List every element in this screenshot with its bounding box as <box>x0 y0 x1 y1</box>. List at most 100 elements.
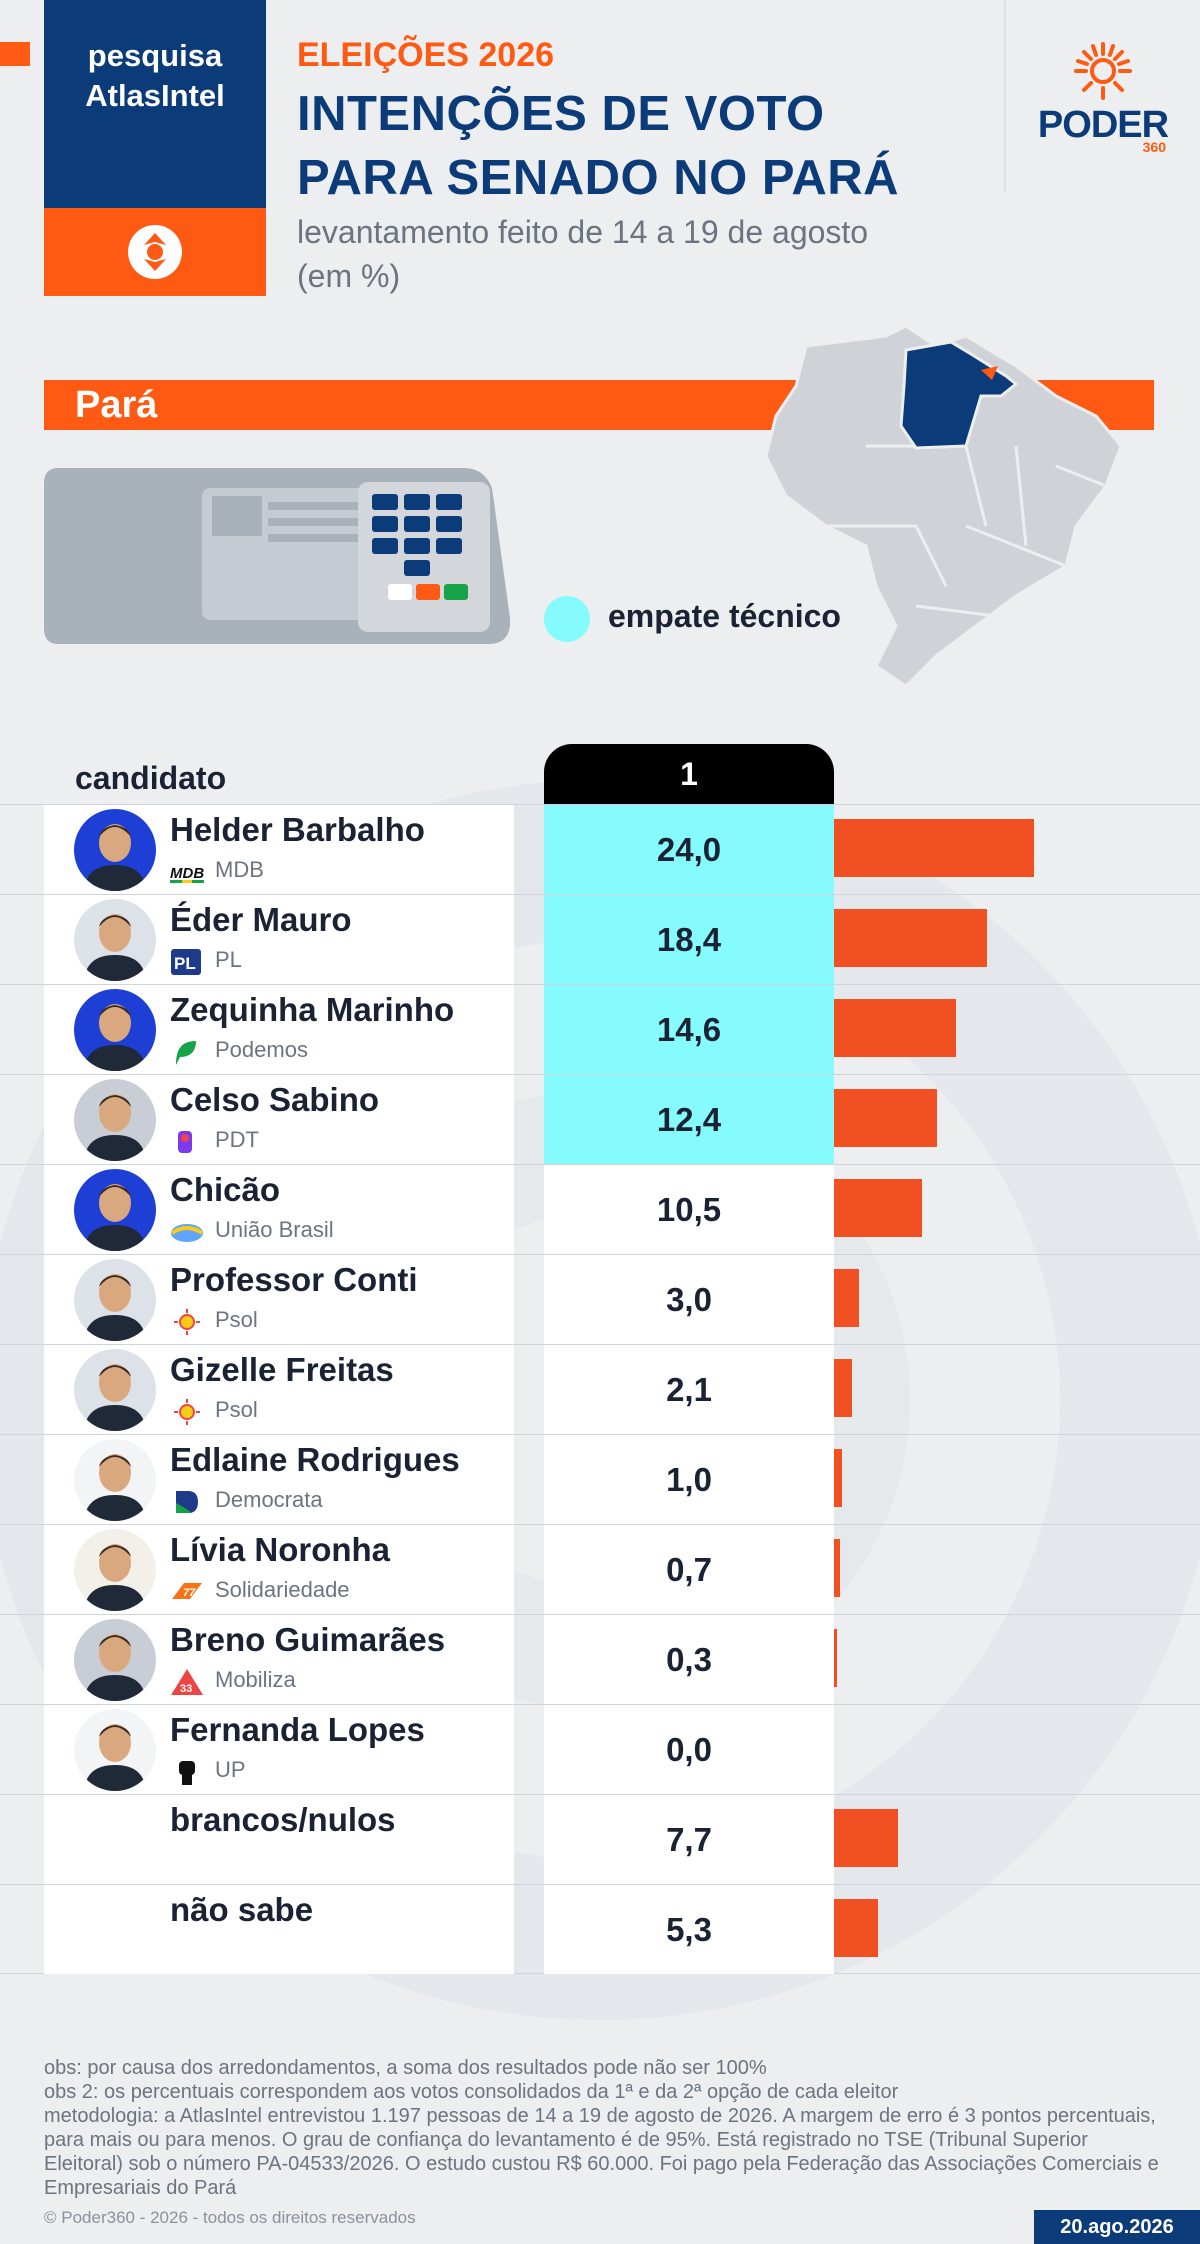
value-cell <box>544 1165 834 1254</box>
candidate-name: Edlaine Rodrigues <box>170 1441 460 1478</box>
note-obs2: obs 2: os percentuais correspondem aos v… <box>44 2081 899 2103</box>
date-badge: 20.ago.2026 <box>1034 2210 1200 2244</box>
avatar <box>74 899 156 981</box>
data-label: 18,4 <box>656 921 722 958</box>
table-row: Edlaine Rodrigues Democrata 1,0 <box>0 1434 1200 1524</box>
data-label: 0,3 <box>666 1641 712 1678</box>
democrata-logo-icon <box>170 1489 204 1515</box>
tie-legend-swatch <box>544 596 590 642</box>
table-row: Gizelle Freitas Psol 2,1 <box>0 1344 1200 1434</box>
table-row: Professor Conti Psol 3,0 <box>0 1254 1200 1344</box>
party-label: Mobiliza <box>215 1667 296 1692</box>
table-row: Celso Sabino PDT 12,4 <box>0 1074 1200 1164</box>
value-cell <box>544 1795 834 1884</box>
candidate-name: Chicão <box>170 1171 281 1208</box>
tie-legend-label: empate técnico <box>608 598 841 634</box>
value-cell <box>544 1615 834 1704</box>
mdb-logo-icon: MDB <box>170 859 204 885</box>
party-label: PDT <box>215 1127 259 1152</box>
candidate-name: Helder Barbalho <box>170 811 425 848</box>
party-label: MDB <box>215 857 264 882</box>
data-label: 24,0 <box>656 831 722 868</box>
logo-number: 360 <box>1142 139 1166 155</box>
candidate-column-header: candidato <box>75 760 227 796</box>
svg-text:PL: PL <box>174 954 196 973</box>
note-methodology: metodologia: a AtlasIntel entrevistou 1.… <box>44 2105 1159 2199</box>
table-row: Chicão União Brasil 10,5 <box>0 1164 1200 1254</box>
value-cell <box>544 1435 834 1524</box>
page-title: INTENÇÕES DE VOTO PARA SENADO NO PARÁ <box>297 82 1017 210</box>
data-label: 7,7 <box>666 1821 712 1858</box>
table-row: brancos/nulos 7,7 <box>0 1794 1200 1884</box>
tie-highlight-cell <box>544 1075 834 1164</box>
party-label: Podemos <box>215 1037 308 1062</box>
avatar <box>74 1349 156 1431</box>
kicker: ELEIÇÕES 2026 <box>297 36 555 74</box>
data-label: 3,0 <box>666 1281 712 1318</box>
avatar <box>74 1079 156 1161</box>
logo-word: PODER <box>1037 104 1169 146</box>
bar <box>834 1359 852 1417</box>
sun-logo-icon <box>1074 42 1132 100</box>
avatar <box>74 1619 156 1701</box>
tie-highlight-cell <box>544 985 834 1074</box>
bar <box>834 1269 859 1327</box>
survey-brand-line2: AtlasIntel <box>85 78 225 113</box>
candidate-name: brancos/nulos <box>170 1801 396 1838</box>
footnotes: obs: por causa dos arredondamentos, a so… <box>44 2056 1164 2200</box>
candidate-name: Breno Guimarães <box>170 1621 446 1658</box>
table-row: Lívia Noronha 77 Solidariedade 0,7 <box>0 1524 1200 1614</box>
avatar <box>74 1169 156 1251</box>
party-label: Solidariedade <box>215 1577 350 1602</box>
round-column-header: 1 <box>544 744 834 804</box>
table-row: Zequinha Marinho Podemos 14,6 <box>0 984 1200 1074</box>
bar <box>834 819 1034 877</box>
table-row: Breno Guimarães 33 Mobiliza 0,3 <box>0 1614 1200 1704</box>
value-cell <box>544 1885 834 1974</box>
party-label: Democrata <box>215 1487 323 1512</box>
atlasintel-logo-box <box>44 208 266 296</box>
avatar <box>74 809 156 891</box>
data-label: 12,4 <box>656 1101 722 1138</box>
svg-text:MDB: MDB <box>170 865 204 882</box>
candidate-name: Fernanda Lopes <box>170 1711 425 1748</box>
solidariedade-logo-icon: 77 <box>170 1579 204 1605</box>
party-label: Psol <box>215 1397 258 1422</box>
data-label: 10,5 <box>656 1191 722 1228</box>
data-label: 5,3 <box>666 1911 712 1948</box>
title-line1: INTENÇÕES DE VOTO <box>297 87 825 141</box>
bar <box>834 1089 938 1147</box>
value-cell <box>544 1255 834 1344</box>
up-fist-icon <box>170 1759 204 1785</box>
psol-sun-icon <box>170 1399 204 1425</box>
survey-brand-line1: pesquisa <box>87 38 223 73</box>
header-divider <box>1004 0 1006 192</box>
table-row: Helder Barbalho MDB MDB 24,0 <box>0 804 1200 894</box>
avatar <box>74 1529 156 1611</box>
brazil-map-icon <box>766 326 1123 686</box>
accent-tick <box>0 42 30 66</box>
avatar <box>74 989 156 1071</box>
tie-highlight-cell <box>544 895 834 984</box>
avatar <box>74 1709 156 1791</box>
value-cell <box>544 1525 834 1614</box>
tie-highlight-cell <box>544 805 834 894</box>
atlasintel-logo-icon <box>128 225 182 279</box>
data-label: 14,6 <box>656 1011 722 1048</box>
table-row: Fernanda Lopes UP 0,0 <box>0 1704 1200 1794</box>
value-cell <box>544 1705 834 1794</box>
svg-text:77: 77 <box>183 1587 196 1599</box>
pl-logo-icon: PL <box>170 949 204 975</box>
bar <box>834 909 988 967</box>
name-cell <box>44 1795 514 1884</box>
note-obs1: obs: por causa dos arredondamentos, a so… <box>44 2057 767 2079</box>
table-row: Éder Mauro PL PL 18,4 <box>0 894 1200 984</box>
bar <box>834 999 956 1057</box>
subtitle-line1: levantamento feito de 14 a 19 de agosto <box>297 214 869 250</box>
bar <box>834 1449 843 1507</box>
subtitle: levantamento feito de 14 a 19 de agosto … <box>297 210 868 298</box>
svg-text:33: 33 <box>180 1683 192 1695</box>
bar <box>834 1809 899 1867</box>
avatar <box>74 1259 156 1341</box>
party-label: Psol <box>215 1307 258 1332</box>
